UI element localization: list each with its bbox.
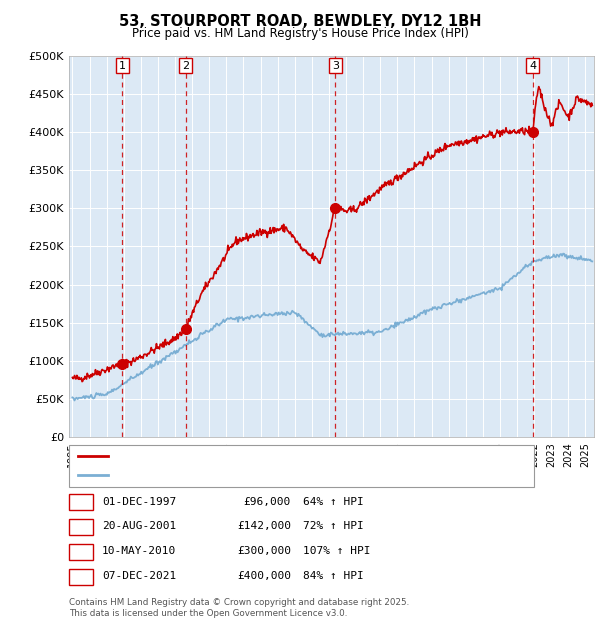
Text: 20-AUG-2001: 20-AUG-2001 xyxy=(102,521,176,531)
Text: 1: 1 xyxy=(119,61,126,71)
Text: 3: 3 xyxy=(332,61,339,71)
Text: £96,000: £96,000 xyxy=(244,497,291,507)
Text: 2: 2 xyxy=(77,521,85,531)
Text: 07-DEC-2021: 07-DEC-2021 xyxy=(102,571,176,581)
Text: Contains HM Land Registry data © Crown copyright and database right 2025.
This d: Contains HM Land Registry data © Crown c… xyxy=(69,598,409,618)
Text: 84% ↑ HPI: 84% ↑ HPI xyxy=(303,571,364,581)
Text: HPI: Average price, semi-detached house, Wyre Forest: HPI: Average price, semi-detached house,… xyxy=(113,470,397,480)
Text: 01-DEC-1997: 01-DEC-1997 xyxy=(102,497,176,507)
Text: 2: 2 xyxy=(182,61,189,71)
Text: 3: 3 xyxy=(77,546,85,556)
Text: Price paid vs. HM Land Registry's House Price Index (HPI): Price paid vs. HM Land Registry's House … xyxy=(131,27,469,40)
Text: £400,000: £400,000 xyxy=(237,571,291,581)
Text: £142,000: £142,000 xyxy=(237,521,291,531)
Text: 4: 4 xyxy=(77,571,85,581)
Text: 53, STOURPORT ROAD, BEWDLEY, DY12 1BH: 53, STOURPORT ROAD, BEWDLEY, DY12 1BH xyxy=(119,14,481,29)
Text: 72% ↑ HPI: 72% ↑ HPI xyxy=(303,521,364,531)
Text: 53, STOURPORT ROAD, BEWDLEY, DY12 1BH (semi-detached house): 53, STOURPORT ROAD, BEWDLEY, DY12 1BH (s… xyxy=(113,451,468,461)
Text: 64% ↑ HPI: 64% ↑ HPI xyxy=(303,497,364,507)
Text: 4: 4 xyxy=(529,61,536,71)
Text: £300,000: £300,000 xyxy=(237,546,291,556)
Text: 10-MAY-2010: 10-MAY-2010 xyxy=(102,546,176,556)
Text: 107% ↑ HPI: 107% ↑ HPI xyxy=(303,546,371,556)
Text: 1: 1 xyxy=(77,497,85,507)
